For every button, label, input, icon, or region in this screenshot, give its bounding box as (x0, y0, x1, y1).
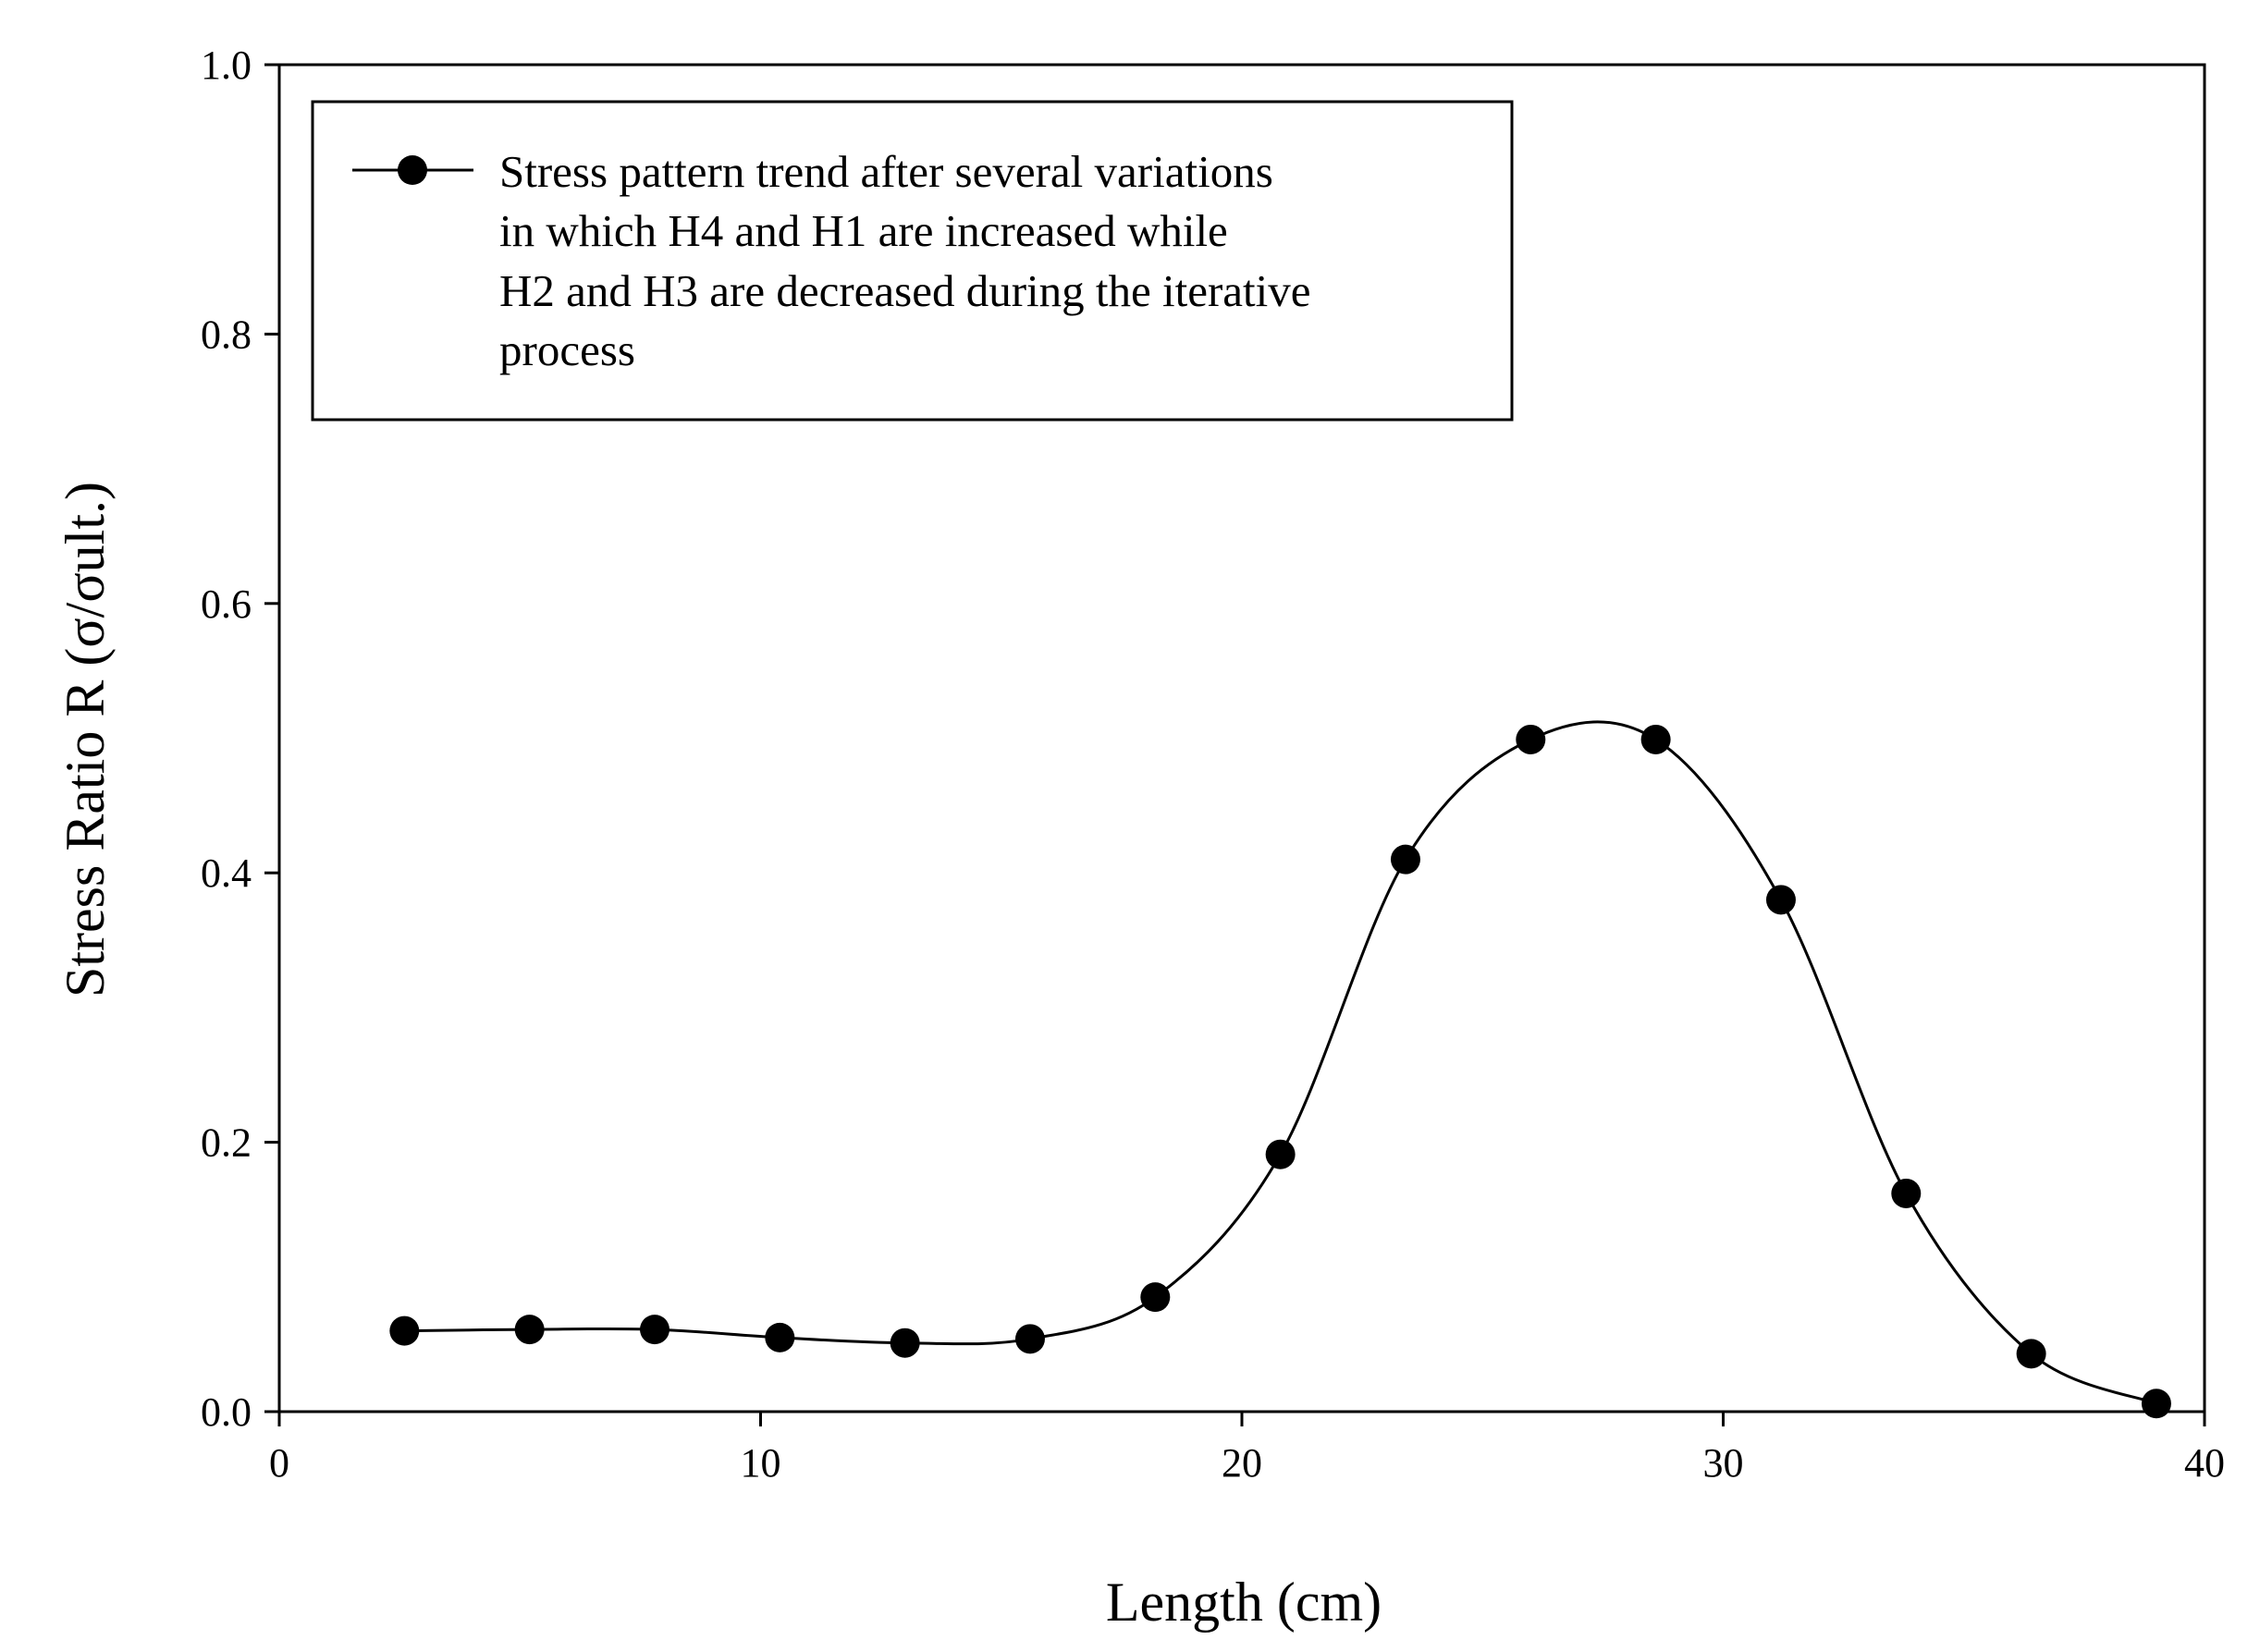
series-line (404, 720, 2157, 1405)
data-point (765, 1322, 795, 1352)
data-point (1640, 724, 1671, 754)
data-point (1265, 1139, 1296, 1169)
legend-line-1: Stress pattern trend after several varia… (499, 146, 1273, 197)
legend: Stress pattern trend after several varia… (311, 100, 1514, 422)
legend-line-3: H2 and H3 are decreased during the itera… (499, 265, 1311, 316)
y-tick-label: 0.0 (201, 1389, 252, 1435)
legend-line-2: in which H4 and H1 are increased while (499, 205, 1228, 256)
y-tick-label: 0.8 (201, 312, 252, 357)
data-point (389, 1315, 420, 1346)
data-point (1765, 885, 1796, 915)
data-point (1390, 844, 1420, 875)
x-axis-title: Length (cm) (1106, 1572, 1382, 1633)
axis-ticks: 0 10 20 30 40 0.0 0.2 0.4 0.6 0.8 1.0 (201, 43, 2225, 1486)
x-tick-label: 40 (2184, 1440, 2225, 1486)
x-tick-label: 10 (741, 1440, 781, 1486)
y-tick-label: 0.6 (201, 581, 252, 627)
x-tick-label: 0 (269, 1440, 289, 1486)
legend-box (311, 100, 1514, 422)
legend-marker (398, 155, 427, 185)
data-point (2141, 1389, 2171, 1419)
data-points (389, 724, 2171, 1419)
data-point (1140, 1282, 1171, 1313)
data-point (1891, 1178, 1922, 1208)
legend-line-4: process (499, 324, 635, 375)
data-point (1014, 1324, 1045, 1354)
y-tick-label: 0.4 (201, 850, 252, 896)
data-point (2016, 1339, 2046, 1369)
x-tick-label: 20 (1222, 1440, 1262, 1486)
data-point (1516, 724, 1546, 754)
x-tick-label: 30 (1703, 1440, 1744, 1486)
y-axis-title: Stress Ratio R (σ/σult.) (55, 482, 116, 997)
data-point (890, 1328, 920, 1358)
data-point (514, 1315, 545, 1345)
y-tick-label: 0.2 (201, 1120, 252, 1166)
y-tick-label: 1.0 (201, 43, 252, 88)
data-point (639, 1315, 669, 1345)
